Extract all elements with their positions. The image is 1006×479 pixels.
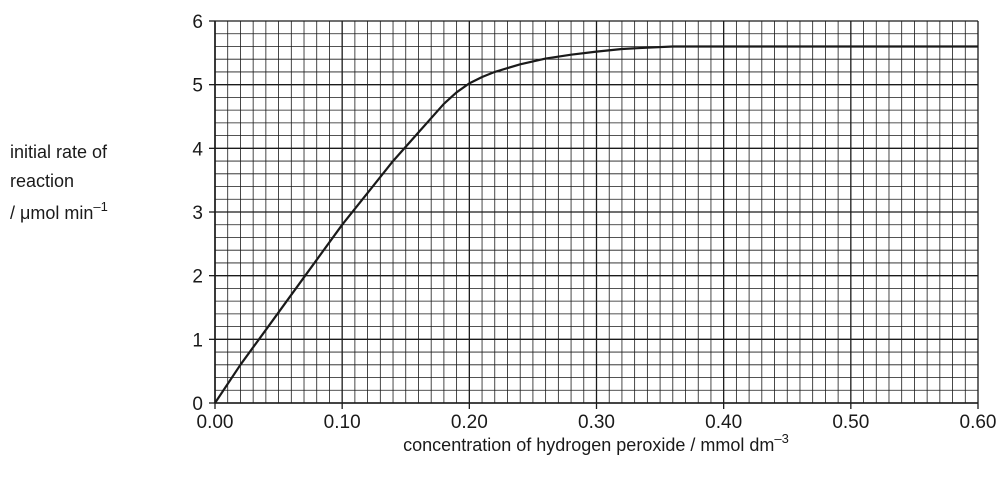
y-axis-label-line3: / μmol min–1 (10, 199, 108, 223)
x-axis-label: concentration of hydrogen peroxide / mmo… (403, 431, 789, 455)
y-axis-label-line2: reaction (10, 171, 74, 191)
y-tick-label: 2 (192, 267, 203, 288)
x-tick-label: 0.20 (451, 412, 488, 433)
x-tick-labels: 0.00 0.10 0.20 0.30 0.40 0.50 0.60 (197, 412, 997, 433)
x-axis-label-main: concentration of hydrogen peroxide / mmo… (403, 435, 774, 455)
y-tick-label: 6 (192, 12, 203, 33)
series-curve (214, 45, 978, 404)
y-axis-label-line1: initial rate of (10, 142, 108, 162)
y-tick-label: 4 (192, 139, 203, 160)
x-tick-label: 0.30 (578, 412, 615, 433)
x-axis-label-superscript: –3 (774, 431, 788, 446)
y-tick-label: 3 (192, 203, 203, 224)
x-tick-label: 0.60 (960, 412, 997, 433)
ticks (209, 20, 979, 409)
y-tick-label: 0 (192, 394, 203, 415)
y-axis-label-unit: / μmol min (10, 203, 93, 223)
y-tick-label: 5 (192, 76, 203, 97)
y-tick-label: 1 (192, 330, 203, 351)
x-tick-label: 0.10 (324, 412, 361, 433)
grid (214, 20, 979, 404)
x-tick-label: 0.00 (197, 412, 234, 433)
y-tick-labels: 0 1 2 3 4 5 6 (192, 12, 203, 415)
x-tick-label: 0.50 (832, 412, 869, 433)
x-tick-label: 0.40 (705, 412, 742, 433)
y-axis-label-superscript: –1 (93, 199, 107, 214)
